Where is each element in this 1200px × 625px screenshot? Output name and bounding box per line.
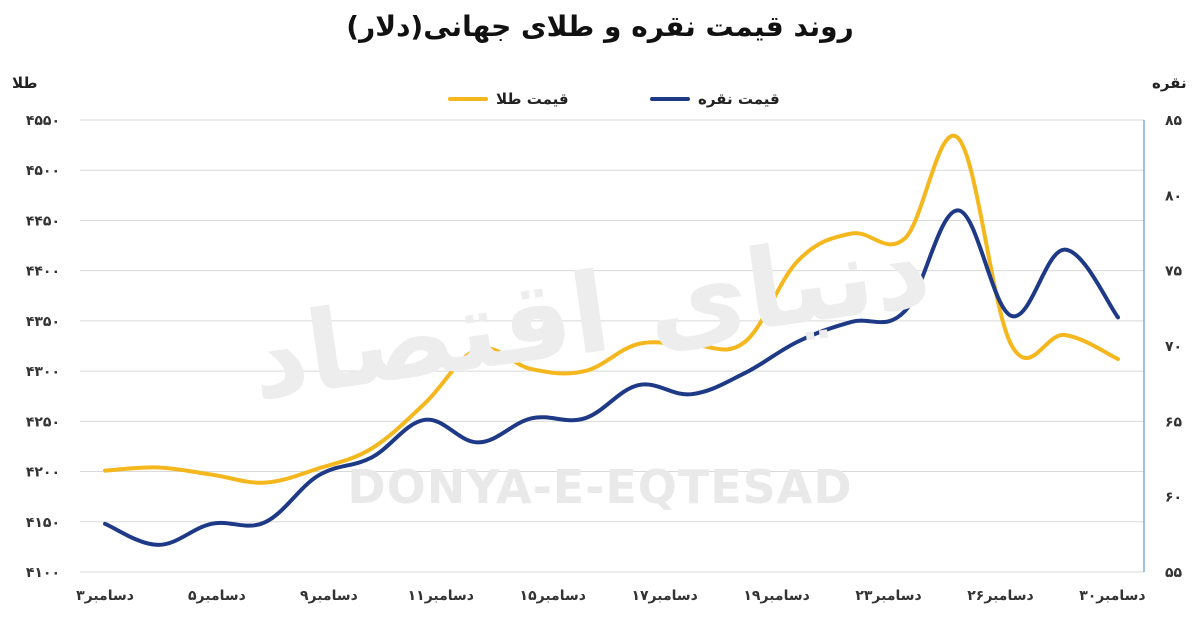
right-axis-label: نقره xyxy=(1152,74,1187,92)
left-tick-label: ۴۱۵۰ xyxy=(26,515,60,531)
legend-swatch-gold xyxy=(448,97,488,101)
x-tick-label: ۹دسامبر xyxy=(300,588,358,604)
x-tick-label: ۱۵دسامبر xyxy=(520,588,586,604)
right-axis-ticks: ۵۵ ۶۰ ۶۵ ۷۰ ۷۵ ۸۰ ۸۵ xyxy=(1165,113,1183,581)
x-tick-label: ۱۱دسامبر xyxy=(408,588,474,604)
x-tick-label: ۲۶دسامبر xyxy=(967,588,1033,604)
x-tick-label: ۲۳دسامبر xyxy=(855,588,921,604)
left-tick-label: ۴۳۵۰ xyxy=(26,314,60,330)
right-tick-label: ۷۵ xyxy=(1165,264,1183,280)
right-tick-label: ۵۵ xyxy=(1165,565,1183,581)
left-tick-label: ۴۵۰۰ xyxy=(26,163,60,179)
series-line-gold xyxy=(103,133,1120,485)
right-tick-label: ۸۵ xyxy=(1165,113,1183,129)
left-tick-label: ۴۴۰۰ xyxy=(26,264,60,280)
legend-item-gold: قیمت طلا xyxy=(448,90,569,108)
chart-title: روند قیمت نقره و طلای جهانی(دلار) xyxy=(346,10,854,43)
right-tick-label: ۸۰ xyxy=(1165,188,1182,204)
left-tick-label: ۴۲۵۰ xyxy=(26,414,60,430)
x-tick-label: ۳۰دسامبر xyxy=(1079,588,1145,604)
legend-item-silver: قیمت نقره xyxy=(650,90,780,108)
grid-lines xyxy=(80,119,1144,573)
x-tick-label: ۱۷دسامبر xyxy=(631,588,697,604)
left-tick-label: ۴۱۰۰ xyxy=(26,565,60,581)
legend-label-silver: قیمت نقره xyxy=(698,90,780,108)
legend-swatch-silver xyxy=(650,97,690,101)
right-tick-label: ۷۰ xyxy=(1165,339,1182,355)
x-tick-label: ۳دسامبر xyxy=(76,588,134,604)
left-axis-ticks: ۴۱۰۰ ۴۱۵۰ ۴۲۰۰ ۴۲۵۰ ۴۳۰۰ ۴۳۵۰ ۴۴۰۰ ۴۴۵۰ ۴۵۰۰ ۴۵۵۰ xyxy=(26,113,60,581)
legend-label-gold: قیمت طلا xyxy=(496,90,569,108)
watermark-latin: DONYA-E-EQTESAD xyxy=(347,460,853,514)
right-tick-label: ۶۰ xyxy=(1165,490,1182,506)
left-tick-label: ۴۵۵۰ xyxy=(26,113,60,129)
left-tick-label: ۴۳۰۰ xyxy=(26,364,60,380)
left-tick-label: ۴۴۵۰ xyxy=(26,213,60,229)
series-layer xyxy=(103,133,1120,547)
x-axis-ticks: ۳دسامبر ۵دسامبر ۹دسامبر ۱۱دسامبر ۱۵دسامبر ۱۷د… xyxy=(76,588,1146,604)
left-axis-label: طلا xyxy=(12,74,38,92)
right-tick-label: ۶۵ xyxy=(1165,414,1183,430)
x-tick-label: ۵دسامبر xyxy=(188,588,246,604)
left-tick-label: ۴۲۰۰ xyxy=(26,465,60,481)
x-tick-label: ۱۹دسامبر xyxy=(743,588,809,604)
